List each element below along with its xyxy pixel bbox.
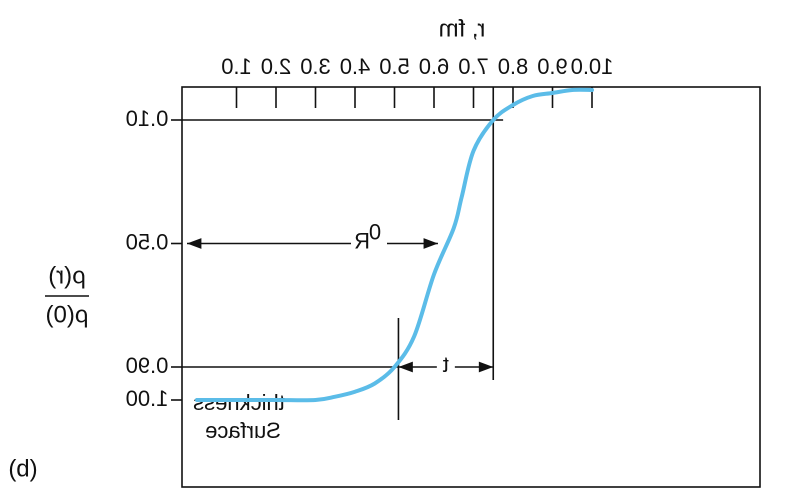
radius-label: R: [354, 228, 370, 253]
radius-label-background: [351, 229, 387, 258]
radius-subscript: 0: [369, 219, 381, 244]
thickness-label: t: [443, 352, 449, 377]
y-tick-label: 0.10: [126, 106, 169, 131]
panel-label: (b): [8, 455, 37, 482]
x-axis-ticks: [235, 87, 593, 108]
radius-arrow-head-axis: [187, 238, 202, 249]
x-tick-label: 7.0: [458, 54, 489, 79]
y-tick-label: 0.90: [126, 353, 169, 378]
x-axis-title: r, fm: [439, 15, 486, 42]
y-axis-tick-labels: 0.10 0.50 0.90 1.00: [126, 106, 182, 411]
y-tick-label: 1.00: [126, 386, 169, 411]
x-tick-label: 2.0: [261, 54, 292, 79]
x-axis-tick-labels: 1.0 2.0 3.0 4.0 5.0 6.0 7.0 8.0 9.0 10.0: [221, 54, 613, 79]
x-tick-label: 3.0: [300, 54, 331, 79]
x-tick-label: 5.0: [379, 54, 410, 79]
y-axis-title-denominator: ρ(0): [46, 301, 89, 328]
x-tick-label: 6.0: [419, 54, 450, 79]
guide-lines: [182, 87, 504, 420]
thickness-label-background: [436, 353, 455, 377]
y-axis-title: ρ(r) ρ(0): [45, 262, 89, 328]
y-axis-title-numerator: ρ(r): [48, 262, 86, 289]
thickness-arrow-head-outer: [478, 361, 494, 373]
thickness-arrow-head-inner: [398, 361, 413, 373]
surface-label-line1: Surface: [205, 418, 281, 443]
plot-frame: [181, 86, 761, 488]
x-tick-label: 8.0: [498, 54, 529, 79]
x-tick-label: 9.0: [537, 54, 568, 79]
density-curve: [195, 87, 594, 403]
x-tick-label: 4.0: [340, 54, 371, 79]
radius-arrow-head-curve: [423, 238, 438, 249]
y-tick-label: 0.50: [126, 229, 169, 254]
mirrored-figure: 1.0 2.0 3.0 4.0 5.0 6.0 7.0 8.0 9.0 10.0 r, fm 0.…: [8, 15, 761, 488]
x-tick-label: 10.0: [571, 54, 614, 79]
x-tick-label: 1.0: [221, 54, 252, 79]
surface-label-line2: thickness: [193, 390, 285, 415]
annotations: R0 t Surface thickness: [187, 219, 494, 443]
